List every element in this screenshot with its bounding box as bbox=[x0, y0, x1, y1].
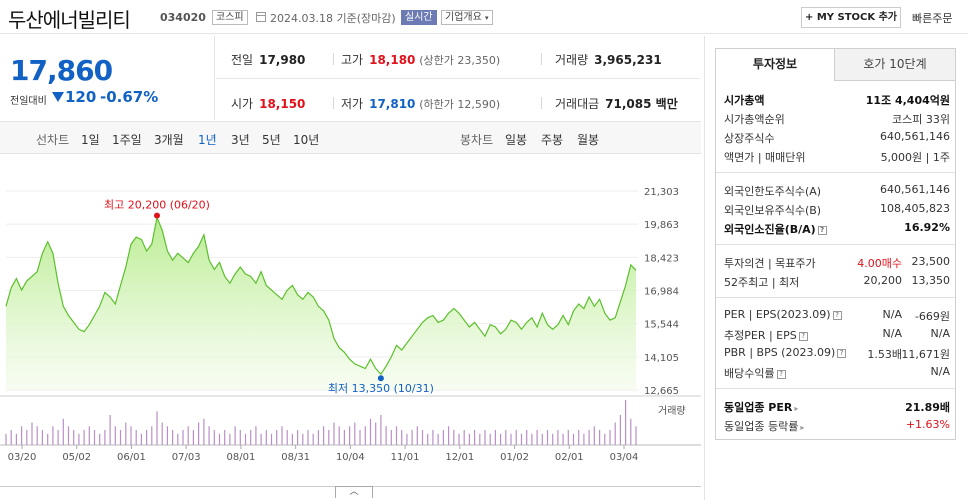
tab-investment-info[interactable]: 투자정보 bbox=[715, 48, 835, 81]
tab-period-3m[interactable]: 3개월 bbox=[154, 133, 184, 147]
market-cap-rank-row: 시가총액순위 코스피 33위 bbox=[724, 113, 950, 126]
add-mystock-button[interactable]: + MY STOCK 추가 bbox=[801, 7, 901, 28]
x-tick-label: 01/02 bbox=[500, 452, 529, 463]
tab-period-3y[interactable]: 3년 bbox=[231, 133, 250, 147]
min-price-annotation: 최저 13,350 (10/31) bbox=[328, 382, 434, 395]
line-chart-label: 선차트 bbox=[36, 133, 70, 147]
quick-order-link[interactable]: 빠른주문 bbox=[912, 12, 953, 25]
realtime-button[interactable]: 실시간 bbox=[401, 10, 437, 25]
chart-tab-bar: 선차트 1일 1주일 3개월 1년 3년 5년 10년 봉차트 일봉 주봉 월봉 bbox=[0, 121, 701, 154]
price-area bbox=[6, 217, 636, 390]
x-tick-label: 03/04 bbox=[610, 452, 639, 463]
min-price-marker bbox=[377, 375, 384, 382]
open-price: 시가 18,150 bbox=[231, 97, 306, 111]
market-badge: 코스피 bbox=[212, 10, 248, 25]
x-tick-label: 08/01 bbox=[226, 452, 255, 463]
tab-period-1w[interactable]: 1주일 bbox=[112, 133, 142, 147]
foreign-ratio-row: 외국인소진율(B/A)? 16.92% bbox=[724, 221, 950, 236]
x-tick-label: 05/02 bbox=[62, 452, 91, 463]
listed-shares-row: 상장주식수 640,561,146 bbox=[724, 130, 950, 145]
max-price-annotation: 최고 20,200 (06/20) bbox=[104, 199, 210, 212]
y-tick-label: 19,863 bbox=[644, 220, 679, 231]
y-tick-label: 15,544 bbox=[644, 320, 679, 331]
help-icon[interactable]: ? bbox=[817, 226, 827, 235]
x-tick-label: 06/01 bbox=[117, 452, 146, 463]
current-price-box: 17,860 전일대비 120 -0.67% bbox=[0, 36, 215, 120]
price-change-percent: -0.67% bbox=[100, 88, 159, 106]
price-change: 120 bbox=[52, 88, 96, 106]
chevron-down-icon: ▾ bbox=[485, 14, 489, 22]
foreign-limit-row: 외국인한도주식수(A) 640,561,146 bbox=[724, 183, 950, 198]
y-tick-label: 16,984 bbox=[644, 287, 679, 298]
week52-row: 52주최고 | 최저 20,200 13,350 bbox=[724, 274, 950, 289]
tab-period-1d[interactable]: 1일 bbox=[81, 133, 100, 147]
stock-header: 두산에너빌리티 034020 코스피 2024.03.18 기준(장마감) 실시… bbox=[0, 0, 968, 34]
trade-amount: 거래대금 71,085 백만 bbox=[555, 97, 678, 111]
prev-close: 전일 17,980 bbox=[231, 53, 306, 67]
tab-order-book[interactable]: 호가 10단계 bbox=[834, 48, 956, 81]
calendar-icon bbox=[256, 12, 266, 22]
x-tick-label: 08/31 bbox=[281, 452, 310, 463]
x-tick-label: 03/20 bbox=[8, 452, 37, 463]
sector-change-row[interactable]: 동일업종 등락률 ▸ +1.63% bbox=[724, 418, 950, 433]
x-tick-label: 11/01 bbox=[391, 452, 420, 463]
volume-label: 거래량 bbox=[658, 405, 686, 417]
help-icon[interactable]: ? bbox=[832, 311, 842, 320]
tab-period-1y[interactable]: 1년 bbox=[198, 133, 217, 147]
candle-chart-label: 봉차트 bbox=[460, 133, 494, 147]
sector-per-row[interactable]: 동일업종 PER ▸ 21.89배 bbox=[724, 401, 950, 414]
chevron-right-icon: ▸ bbox=[800, 423, 805, 432]
expand-handle[interactable]: ︿ bbox=[335, 486, 373, 498]
price-chart-svg: 21,303 19,863 18,423 16,984 15,544 14,105 12,6… bbox=[0, 187, 701, 463]
investment-info-panel: 투자정보 호가 10단계 시가총액 11조 4,404억원 시가총액순위 코스피 3… bbox=[704, 36, 968, 500]
tab-period-10y[interactable]: 10년 bbox=[293, 133, 320, 147]
par-value-row: 액면가 | 매매단위 5,000원 | 1주 bbox=[724, 151, 950, 164]
help-icon[interactable]: ? bbox=[837, 349, 847, 358]
tab-period-5y[interactable]: 5년 bbox=[262, 133, 281, 147]
market-cap-row: 시가총액 11조 4,404억원 bbox=[724, 94, 950, 107]
x-tick-label: 07/03 bbox=[172, 452, 201, 463]
tab-candle-weekly[interactable]: 주봉 bbox=[541, 133, 564, 147]
foreign-holdings-row: 외국인보유주식수(B) 108,405,823 bbox=[724, 202, 950, 217]
x-tick-label: 02/01 bbox=[555, 452, 584, 463]
down-triangle-icon bbox=[52, 92, 64, 102]
chevron-up-icon: ︿ bbox=[349, 487, 359, 497]
estimated-per-row: 추정PER | EPS? N/A N/A bbox=[724, 327, 950, 342]
change-label: 전일대비 bbox=[10, 96, 47, 107]
volume: 거래량 3,965,231 bbox=[555, 53, 662, 67]
y-tick-label: 18,423 bbox=[644, 253, 679, 264]
tab-candle-daily[interactable]: 일봉 bbox=[505, 133, 528, 147]
company-overview-dropdown[interactable]: 기업개요 ▾ bbox=[441, 10, 493, 25]
dividend-row: 배당수익률? N/A bbox=[724, 365, 950, 380]
y-tick-label: 21,303 bbox=[644, 187, 679, 198]
investment-info-content: 시가총액 11조 4,404억원 시가총액순위 코스피 33위 상장주식수 640,5… bbox=[715, 80, 956, 440]
day-high: 고가 18,180 (상한가 23,350) bbox=[341, 53, 501, 67]
stock-name: 두산에너빌리티 bbox=[8, 8, 131, 32]
max-price-marker bbox=[153, 212, 160, 219]
current-price: 17,860 bbox=[10, 54, 113, 87]
opinion-row: 투자의견 | 목표주가 4.00매수 23,500 bbox=[724, 255, 950, 270]
x-tick-label: 12/01 bbox=[445, 452, 474, 463]
price-date: 2024.03.18 기준(장마감) bbox=[270, 12, 396, 25]
price-line bbox=[5, 215, 637, 376]
y-tick-label: 14,105 bbox=[644, 353, 679, 364]
chevron-right-icon: ▸ bbox=[794, 404, 799, 413]
tab-candle-monthly[interactable]: 월봉 bbox=[577, 133, 600, 147]
price-chart[interactable]: 21,303 19,863 18,423 16,984 15,544 14,105 12,6… bbox=[0, 155, 701, 485]
day-low: 저가 17,810 (하한가 12,590) bbox=[341, 97, 501, 111]
x-tick-label: 10/04 bbox=[336, 452, 365, 463]
help-icon[interactable]: ? bbox=[798, 332, 808, 341]
per-row: PER | EPS(2023.09)? N/A -669원 bbox=[724, 308, 950, 323]
help-icon[interactable]: ? bbox=[776, 370, 786, 379]
pbr-row: PBR | BPS (2023.09)? 1.53배 11,671원 bbox=[724, 346, 950, 361]
stock-code: 034020 bbox=[160, 11, 206, 24]
y-tick-label: 12,665 bbox=[644, 386, 679, 397]
